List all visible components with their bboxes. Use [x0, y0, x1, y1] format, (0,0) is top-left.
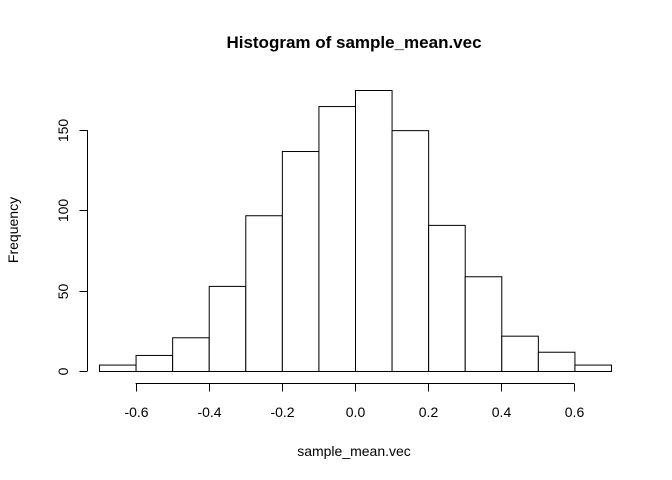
- x-axis-label: sample_mean.vec: [297, 443, 411, 459]
- x-axis: -0.6 -0.4 -0.2 0.0 0.2 0.4 0.6: [124, 383, 585, 420]
- x-tick-label-7: 0.6: [565, 404, 585, 420]
- histogram-bar-11: [464, 276, 503, 372]
- x-tick-label-3: -0.2: [270, 404, 294, 420]
- histogram-bar-3: [172, 337, 210, 372]
- bars-group: [99, 90, 613, 373]
- histogram-bar-4: [208, 285, 247, 373]
- y-tick-label-4: 150: [55, 119, 71, 143]
- x-tick-label-2: -0.4: [197, 404, 221, 420]
- histogram-bar-5: [245, 215, 283, 372]
- histogram-bar-7: [318, 106, 356, 373]
- histogram-bar-9: [391, 130, 430, 372]
- x-tick-label-5: 0.2: [419, 404, 439, 420]
- y-axis-label: Frequency: [5, 197, 21, 263]
- chart-title: Histogram of sample_mean.vec: [226, 33, 481, 52]
- x-tick-label-4: 0.0: [346, 404, 366, 420]
- histogram-bar-1: [99, 364, 137, 373]
- y-axis: 0 50 100 150: [55, 119, 88, 375]
- histogram-bar-13: [537, 351, 576, 372]
- y-tick-label-1: 0: [55, 367, 71, 375]
- histogram-bar-12: [501, 335, 539, 372]
- y-tick-label-3: 100: [55, 199, 71, 223]
- y-tick-label-2: 50: [55, 284, 71, 300]
- histogram-bar-6: [281, 151, 320, 372]
- x-tick-label-1: -0.6: [124, 404, 148, 420]
- histogram-bar-8: [355, 90, 393, 372]
- x-tick-label-6: 0.4: [492, 404, 512, 420]
- histogram-bar-14: [574, 364, 613, 373]
- histogram-bar-2: [135, 354, 174, 373]
- histogram-bar-10: [428, 224, 466, 372]
